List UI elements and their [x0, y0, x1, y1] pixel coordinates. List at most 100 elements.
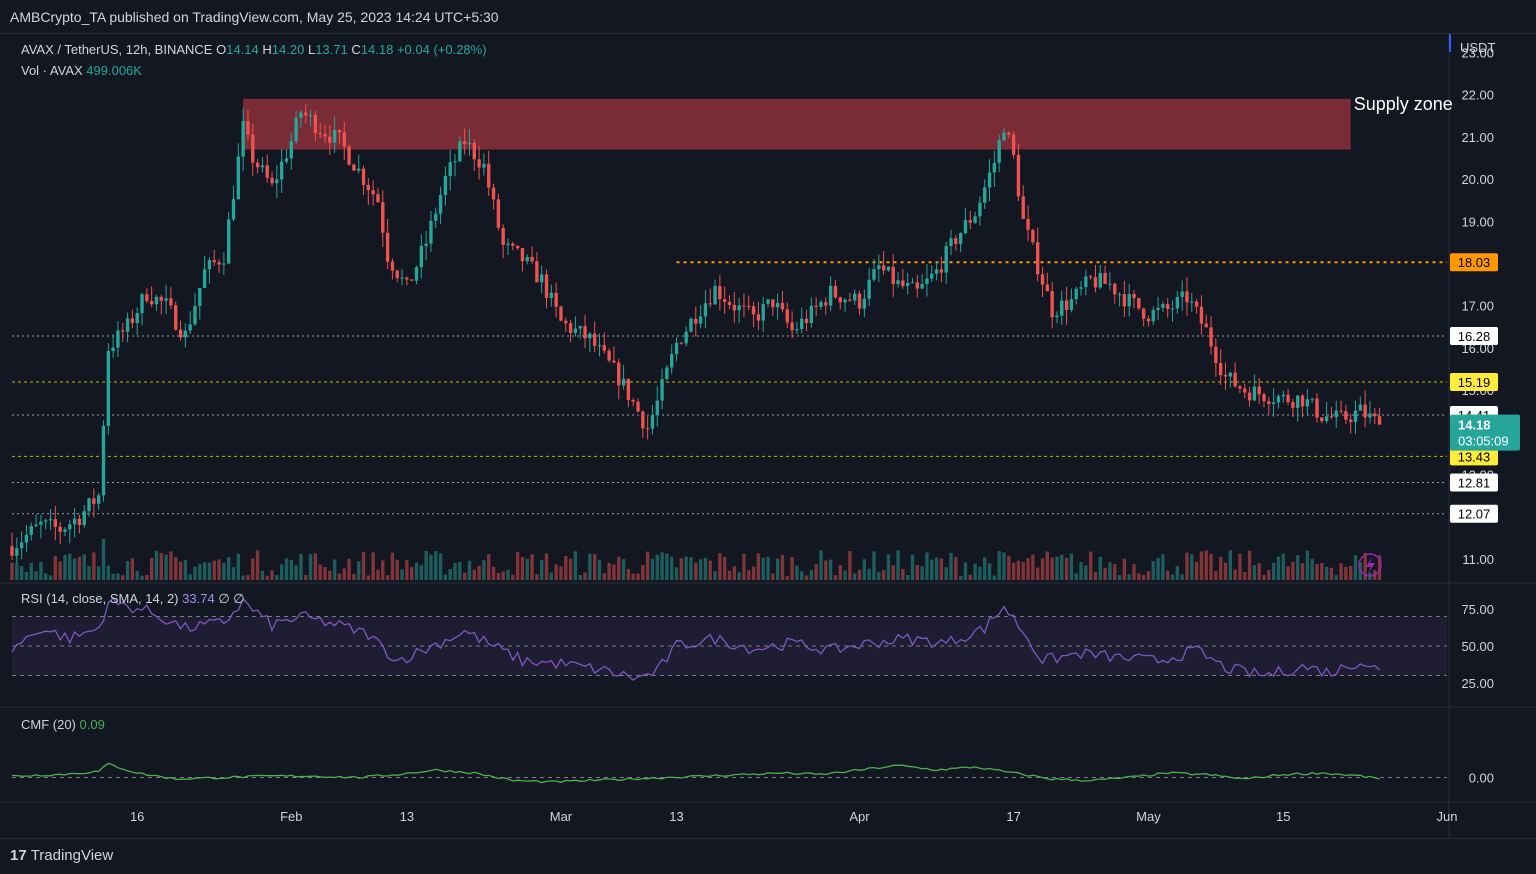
volume-bar: [265, 575, 269, 580]
price-tick-label: 22.00: [1461, 88, 1494, 103]
volume-bar: [438, 553, 443, 580]
volume-bar: [347, 558, 351, 580]
volume-bar: [1103, 567, 1107, 580]
low-value: 13.71: [315, 42, 348, 57]
candle-up: [202, 269, 207, 288]
candle-down: [751, 306, 756, 315]
volume-bar: [602, 573, 606, 580]
volume-bar: [371, 552, 375, 580]
volume-bar: [1166, 570, 1170, 580]
candle-down: [1166, 304, 1170, 310]
volume-bar: [1151, 561, 1155, 580]
volume-bar: [390, 552, 395, 580]
candle-down: [1194, 301, 1199, 307]
volume-bar: [641, 564, 645, 580]
volume-bar: [1031, 554, 1035, 580]
volume-bar: [29, 563, 33, 580]
volume-bar: [862, 559, 867, 580]
candle-up: [766, 299, 770, 304]
candle-down: [1262, 394, 1266, 402]
price-level-tag: [1450, 373, 1498, 392]
low-key: L: [307, 42, 316, 57]
candle-down: [718, 286, 722, 300]
candle-up: [713, 286, 717, 305]
time-tick-label: May: [1136, 809, 1161, 824]
time-axis[interactable]: 16 Feb 13 Mar 13 Apr 17 May 15 Jun: [130, 809, 1458, 824]
volume-bar: [583, 572, 587, 580]
candle-down: [328, 136, 332, 143]
volume-bar: [376, 569, 380, 580]
candle-down: [1050, 291, 1054, 318]
candle-up: [467, 142, 472, 145]
volume-bar: [1223, 562, 1228, 580]
candle-up: [164, 298, 168, 301]
volume-bar: [318, 564, 322, 580]
volume-bar: [1036, 567, 1040, 580]
volume-bar: [419, 565, 423, 580]
candle-up: [1252, 386, 1257, 401]
candle-down: [645, 428, 650, 430]
volume-bar: [872, 551, 876, 580]
volume-bar: [251, 558, 255, 580]
volume-bar: [1276, 556, 1281, 580]
candle-down: [1026, 218, 1030, 230]
candle-down: [255, 162, 260, 168]
volume-bar: [212, 560, 216, 580]
last-price-tag: [1450, 414, 1520, 451]
currency-label: USDT: [1460, 40, 1495, 55]
candle-up: [737, 305, 741, 311]
volume-bar: [1247, 550, 1252, 580]
volume-bar: [1257, 563, 1261, 580]
volume-bar: [973, 563, 977, 580]
candle-down: [568, 323, 573, 333]
candle-down: [477, 159, 481, 168]
candle-up: [775, 302, 780, 308]
volume-bars: [10, 538, 1382, 580]
candle-up: [660, 379, 664, 401]
volume-bar: [53, 555, 58, 580]
candle-down: [487, 163, 491, 188]
candle-up: [588, 333, 592, 339]
candle-up: [573, 328, 578, 333]
candle-up: [934, 269, 939, 274]
candle-up: [973, 216, 977, 223]
candle-up: [434, 213, 438, 221]
volume-bar: [284, 558, 289, 580]
candle-up: [414, 267, 419, 281]
volume-bar: [106, 565, 110, 580]
volume-bar: [246, 574, 250, 580]
cmf-legend: CMF (20) 0.09: [21, 717, 105, 732]
candle-up: [1296, 395, 1300, 408]
candle-up: [308, 115, 313, 117]
volume-bar: [207, 562, 212, 580]
candle-up: [1108, 283, 1112, 285]
volume-bar: [1262, 575, 1266, 580]
candle-down: [1344, 411, 1348, 420]
volume-bar: [227, 557, 231, 580]
candle-down: [530, 256, 534, 262]
candle-down: [405, 277, 409, 280]
volume-bar: [1214, 571, 1218, 580]
volume-bar: [891, 565, 895, 580]
volume-bar: [1074, 573, 1078, 580]
candle-up: [19, 542, 24, 549]
volume-bar: [857, 569, 862, 580]
volume-bar: [698, 559, 703, 580]
price-axis[interactable]: 11.0012.0013.0014.0015.0016.0017.0018.00…: [1449, 34, 1520, 567]
volume-bar: [496, 573, 501, 580]
candle-down: [1329, 416, 1334, 418]
volume-bar: [169, 551, 173, 580]
volume-bar: [1170, 574, 1175, 580]
volume-bar: [1011, 562, 1016, 580]
volume-bar: [568, 558, 573, 580]
volume-bar: [19, 565, 24, 580]
volume-bar: [607, 562, 611, 580]
volume-bar: [963, 562, 968, 580]
candle-up: [125, 318, 130, 332]
volume-bar: [766, 556, 770, 580]
tradingview-brand[interactable]: 17 TradingView: [10, 847, 113, 864]
volume-bar: [1296, 555, 1300, 580]
candle-up: [920, 284, 924, 289]
candle-up: [357, 168, 361, 171]
